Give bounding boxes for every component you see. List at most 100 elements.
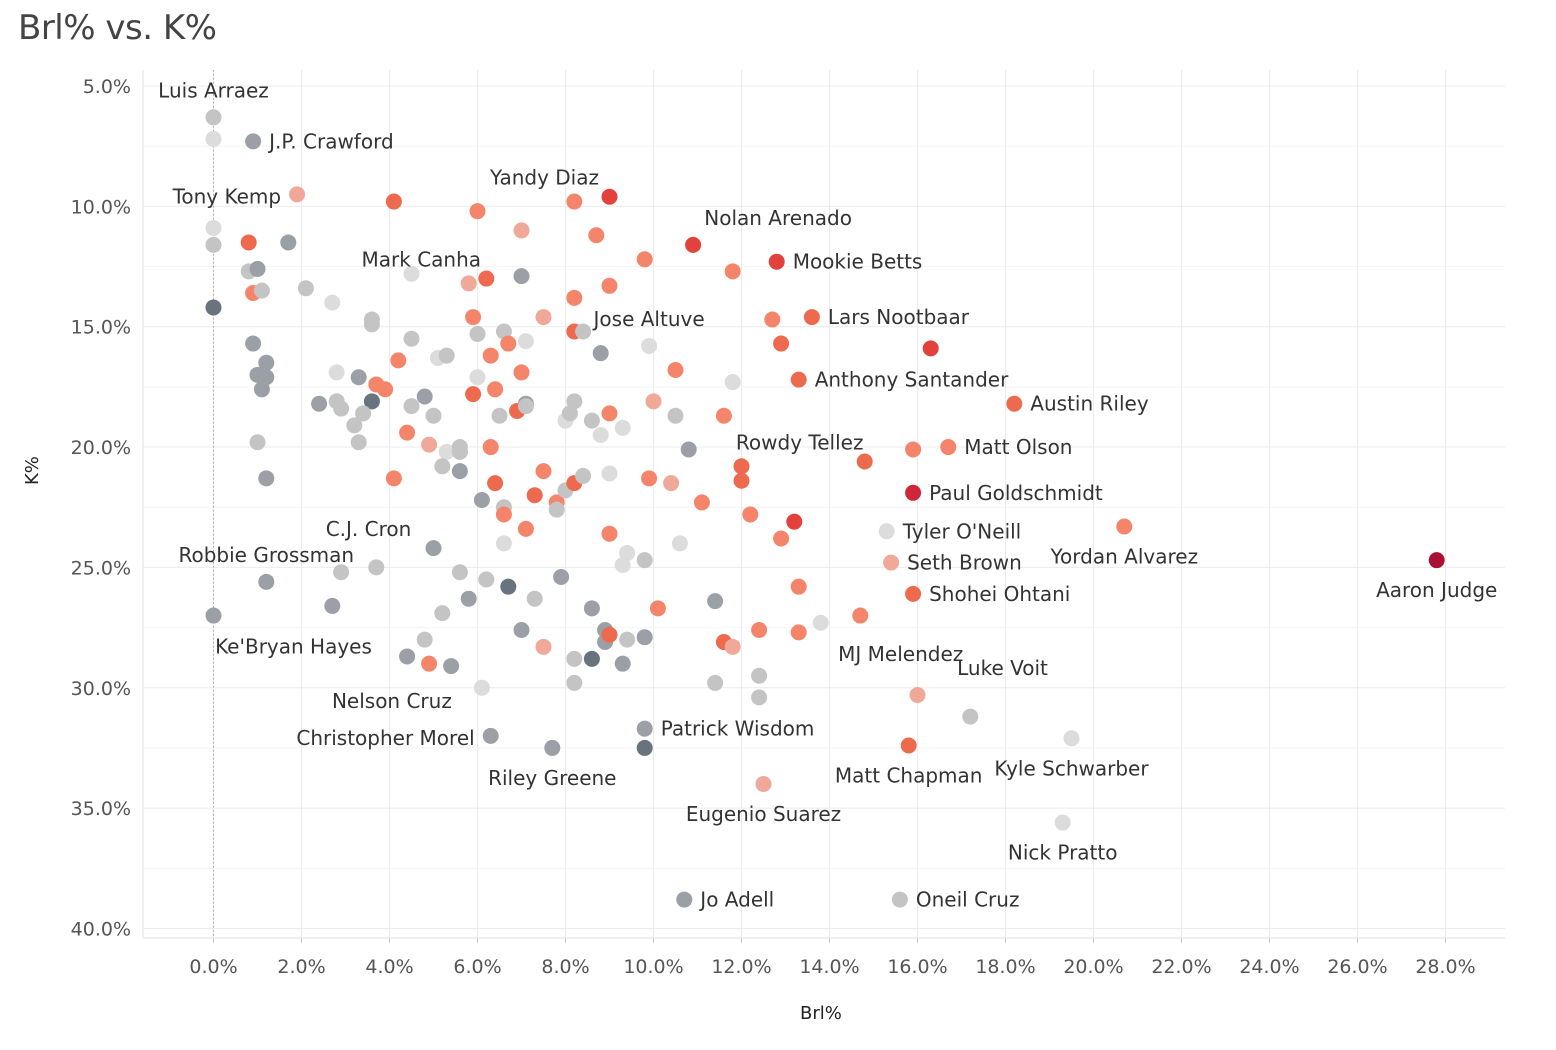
y-tick-label: 20.0% [71, 437, 131, 459]
point-label: Kyle Schwarber [994, 756, 1149, 780]
data-point [663, 475, 680, 492]
data-point [513, 364, 530, 381]
point-label: Matt Olson [964, 435, 1072, 459]
data-point [583, 600, 600, 617]
data-point [403, 265, 420, 282]
data-point [487, 381, 504, 398]
data-point [517, 520, 534, 537]
data-point [636, 251, 653, 268]
data-point [280, 234, 297, 251]
data-point-labeled [768, 253, 785, 270]
point-label: Riley Greene [488, 766, 616, 790]
data-point-labeled [1116, 518, 1133, 535]
data-point [715, 407, 732, 424]
data-point [601, 405, 618, 422]
data-point [742, 506, 759, 523]
data-point [526, 487, 543, 504]
data-point [526, 590, 543, 607]
data-points [205, 109, 1445, 908]
data-point [513, 621, 530, 638]
data-point [636, 552, 653, 569]
data-point-labeled [940, 439, 957, 456]
data-point [601, 277, 618, 294]
data-point [495, 323, 512, 340]
data-point-labeled [878, 523, 895, 540]
point-label: J.P. Crawford [267, 129, 394, 153]
data-point [478, 571, 495, 588]
data-point [385, 470, 402, 487]
point-label: Robbie Grossman [178, 543, 354, 567]
data-point [460, 275, 477, 292]
data-point [592, 345, 609, 362]
data-point [425, 407, 442, 424]
x-tick-label: 4.0% [365, 956, 413, 978]
data-point-labeled [205, 109, 222, 126]
data-point-labeled [205, 607, 222, 624]
data-point [566, 193, 583, 210]
data-point-labeled [258, 573, 275, 590]
point-label: Nelson Cruz [332, 689, 452, 713]
x-axis-ticks: 0.0% 2.0% 4.0% 6.0% 8.0% 10.0% 12.0% 14.0% 16.0%… [189, 956, 1475, 978]
data-point [451, 463, 468, 480]
data-point [517, 398, 534, 415]
data-point-labeled [685, 236, 702, 253]
data-point [297, 280, 314, 297]
data-point [962, 708, 979, 725]
data-point [311, 395, 328, 412]
point-label: Yandy Diaz [489, 166, 599, 190]
data-point [500, 578, 517, 595]
data-point-labeled [636, 720, 653, 737]
point-label: Tyler O'Neill [902, 519, 1022, 543]
data-point [535, 638, 552, 655]
data-point [641, 470, 658, 487]
data-point [416, 388, 433, 405]
data-point [636, 629, 653, 646]
data-point [619, 631, 636, 648]
data-point [649, 600, 666, 617]
data-point-labeled [900, 737, 917, 754]
y-tick-label: 25.0% [71, 557, 131, 579]
x-tick-label: 28.0% [1415, 956, 1475, 978]
x-tick-label: 10.0% [623, 956, 683, 978]
data-point [724, 374, 741, 391]
data-point-labeled [482, 727, 499, 744]
data-point [922, 340, 939, 357]
point-label: C.J. Cron [326, 517, 412, 541]
data-point [258, 369, 275, 386]
x-tick-label: 16.0% [887, 956, 947, 978]
data-point-labeled [905, 585, 922, 602]
point-labels: Luis Arraez J.P. Crawford Tony Kemp Yandy D… [158, 78, 1497, 911]
data-point [491, 407, 508, 424]
data-point [588, 227, 605, 244]
point-label: MJ Melendez [838, 642, 963, 666]
data-point [724, 638, 741, 655]
data-point [399, 424, 416, 441]
data-point [773, 530, 790, 547]
data-point [258, 354, 275, 371]
point-label: Oneil Cruz [916, 888, 1020, 912]
x-tick-label: 12.0% [711, 956, 771, 978]
data-point [614, 655, 631, 672]
data-point [517, 333, 534, 350]
data-point [614, 419, 631, 436]
point-label: Eugenio Suarez [686, 802, 841, 826]
data-point-labeled [676, 891, 693, 908]
data-point [346, 417, 363, 434]
data-point [249, 260, 266, 277]
point-label: Shohei Ohtani [929, 582, 1070, 606]
data-point [852, 607, 869, 624]
y-tick-label: 15.0% [71, 317, 131, 339]
point-label: Luke Voit [957, 656, 1048, 680]
data-point [333, 400, 350, 417]
data-point-labeled [909, 686, 926, 703]
data-point-labeled [473, 679, 490, 696]
data-point-labeled [245, 133, 262, 150]
data-point [614, 556, 631, 573]
data-point [377, 381, 394, 398]
data-point [575, 323, 592, 340]
x-tick-label: 20.0% [1063, 956, 1123, 978]
point-label: Lars Nootbaar [828, 305, 970, 329]
point-label: Aaron Judge [1376, 578, 1497, 602]
data-point [205, 220, 222, 237]
